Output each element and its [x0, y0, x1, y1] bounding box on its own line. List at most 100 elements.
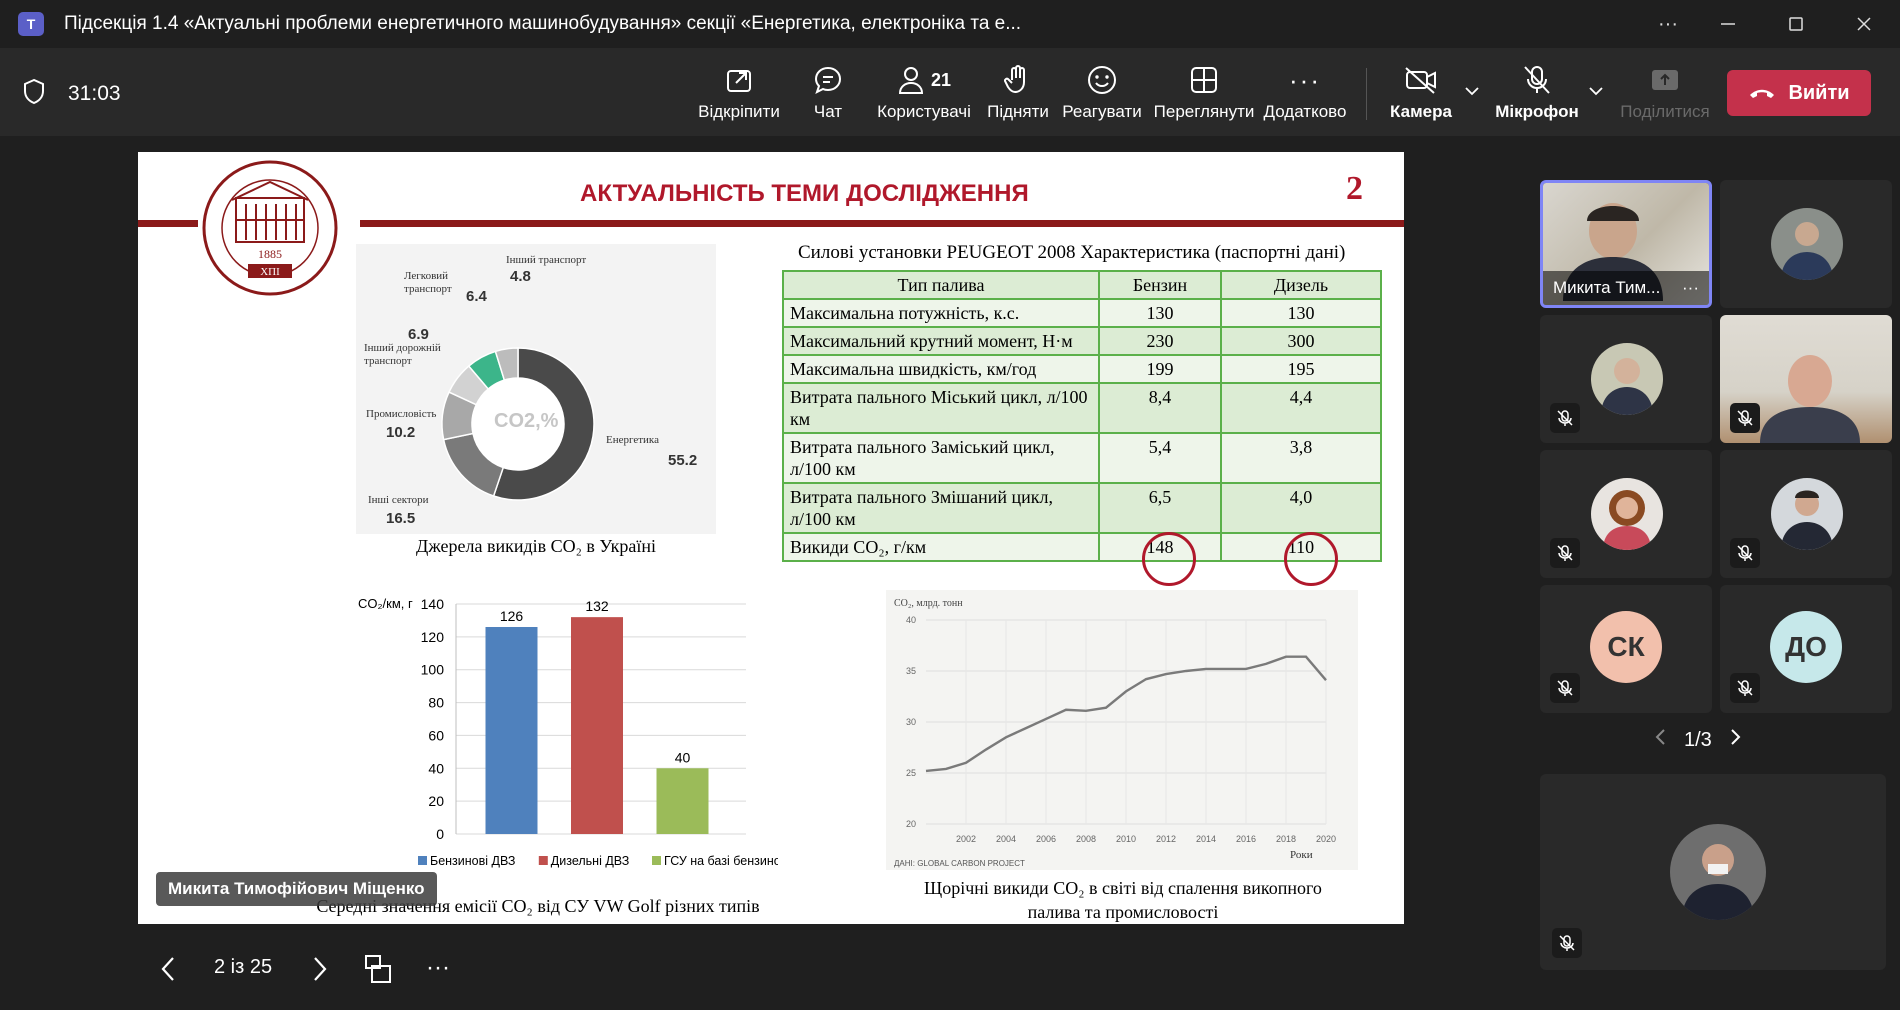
bar-ytick: 0: [436, 826, 444, 842]
pie-label: Інший транспорт: [506, 254, 587, 266]
bar-data-label: 126: [500, 608, 524, 624]
more-icon: ···: [1289, 64, 1321, 95]
table-cell: Максимальна потужність, к.с.: [782, 298, 1100, 328]
shield-icon: [24, 78, 44, 105]
window-more-button[interactable]: ···: [1658, 12, 1678, 35]
slide-counter: 2 із 25: [214, 956, 273, 978]
view-button[interactable]: Переглянути: [1152, 62, 1256, 128]
table-cell: 130: [1220, 298, 1382, 328]
avatar: [1771, 478, 1843, 550]
table-row: Витрата пального Заміський цикл, л/100 к…: [782, 432, 1382, 484]
mic-off-icon: [1730, 673, 1760, 703]
leave-button[interactable]: Вийти: [1727, 70, 1871, 116]
highlight-circle: [1284, 532, 1338, 586]
pie-label: Інші сектори: [368, 494, 429, 506]
initials-avatar: ДО: [1770, 611, 1842, 683]
participant-tile[interactable]: [1720, 180, 1892, 308]
speaker-name-tag: Микита Тимофійович Міщенко: [156, 872, 437, 906]
maximize-button[interactable]: [1776, 8, 1816, 40]
mic-off-icon: [1730, 403, 1760, 433]
microphone-button[interactable]: Мікрофон: [1494, 62, 1580, 128]
pie-label: Інший дорожній транспорт: [364, 342, 441, 367]
table-cell: 4,0: [1220, 482, 1382, 534]
table-cell: 300: [1220, 326, 1382, 356]
bar-ytick: 40: [428, 760, 444, 776]
more-button[interactable]: ··· Додатково: [1262, 62, 1348, 128]
line-ytick: 20: [906, 819, 916, 829]
chevron-left-icon[interactable]: [1654, 728, 1666, 752]
legend-label: Дизельні ДВЗ: [551, 854, 629, 868]
more-icon[interactable]: ···: [426, 954, 450, 981]
participant-tile[interactable]: [1540, 450, 1712, 578]
line-xtick: 2006: [1036, 834, 1056, 844]
pie-hole: [472, 378, 564, 470]
presenter-view-icon[interactable]: [364, 954, 392, 989]
raise-hand-icon: [1003, 62, 1033, 98]
self-view-tile[interactable]: [1540, 774, 1886, 970]
bar-ytick: 100: [421, 662, 445, 678]
participant-tile[interactable]: [1720, 315, 1892, 443]
presentation-slide: 1885 ХПІ АКТУАЛЬНІСТЬ ТЕМИ ДОСЛІДЖЕННЯ 2…: [138, 152, 1404, 924]
table-caption: Силові установки PEUGEOT 2008 Характерис…: [798, 242, 1346, 263]
pie-value: 6.9: [408, 326, 429, 343]
line-ylabel: CO₂, млрд. тонн: [894, 598, 963, 609]
people-icon: [898, 67, 923, 94]
line-svg: CO₂, млрд. тонн 20 25 30 35 40 2002 2004 2006 200…: [894, 598, 1336, 868]
previous-slide-button[interactable]: [160, 956, 176, 987]
meeting-toolbar: 31:03 Відкріпити Чат 21 Користувачі Підн…: [0, 48, 1900, 136]
share-button[interactable]: Поділитися: [1616, 62, 1714, 128]
bar-ytick: 60: [428, 727, 444, 743]
view-grid-icon: [1189, 62, 1219, 98]
hang-up-icon: [1750, 89, 1775, 98]
chat-button[interactable]: Чат: [800, 62, 856, 128]
slide-navigation: 2 із 25 ···: [0, 934, 1530, 1010]
bar-ytick: 20: [428, 793, 444, 809]
camera-options-chevron-icon[interactable]: [1464, 84, 1480, 102]
camera-button[interactable]: Камера: [1384, 62, 1458, 128]
more-icon[interactable]: ···: [1682, 278, 1699, 297]
meeting-timer: 31:03: [68, 82, 121, 105]
participant-tile[interactable]: [1720, 450, 1892, 578]
line-ytick: 35: [906, 666, 916, 676]
participant-tile[interactable]: ДО: [1720, 585, 1892, 713]
people-button[interactable]: 21 Користувачі: [874, 62, 974, 128]
pie-label: Легковий транспорт: [404, 270, 452, 295]
table-cell: 4,4: [1220, 382, 1382, 434]
bar-ytick: 80: [428, 695, 444, 711]
next-slide-button[interactable]: [312, 956, 328, 987]
unpin-icon: [724, 62, 754, 98]
pie-label: Енергетика: [606, 434, 659, 446]
golf-emissions-bar-chart: CO₂/км, г 0 20 40 60 80 100 120 140 126 132 40 Бензи…: [358, 596, 778, 868]
table-header: Тип палива: [782, 270, 1100, 300]
university-logo: 1885 ХПІ: [202, 160, 338, 296]
avatar: [1591, 343, 1663, 415]
raise-hand-button[interactable]: Підняти: [986, 62, 1050, 128]
unpin-button[interactable]: Відкріпити: [694, 62, 784, 128]
minimize-button[interactable]: [1708, 8, 1748, 40]
table-cell: Витрата пального Міський цикл, л/100 км: [782, 382, 1100, 434]
bar: [571, 617, 623, 834]
line-xtick: 2010: [1116, 834, 1136, 844]
participant-tile-pinned[interactable]: Микита Тим... ···: [1540, 180, 1712, 308]
table-row: Максимальна потужність, к.с. 130 130: [782, 298, 1382, 328]
close-button[interactable]: [1844, 8, 1884, 40]
highlight-circle: [1142, 532, 1196, 586]
mic-options-chevron-icon[interactable]: [1588, 84, 1604, 102]
pie-center-label: CO2,%: [494, 410, 559, 432]
line-caption-1: Щорічні викиди CO₂ в світі від спалення …: [924, 878, 1322, 898]
bar-ylabel: CO₂/км, г: [358, 596, 413, 611]
legend-swatch: [418, 856, 427, 865]
chevron-right-icon[interactable]: [1730, 728, 1742, 752]
window-title: Підсекція 1.4 «Актуальні проблеми енерге…: [64, 13, 1022, 34]
participant-tile[interactable]: [1540, 315, 1712, 443]
line-xtick: 2014: [1196, 834, 1216, 844]
pie-label: Промисловість: [366, 408, 437, 420]
participant-tile[interactable]: СК: [1540, 585, 1712, 713]
co2-line: [925, 655, 1327, 773]
react-button[interactable]: Реагувати: [1060, 62, 1144, 128]
legend-label: Бензинові ДВЗ: [430, 854, 515, 868]
gallery-pager: 1/3: [1654, 728, 1742, 752]
table-header: Дизель: [1220, 270, 1382, 300]
mic-off-icon: [1730, 538, 1760, 568]
line-caption-2: палива та промисловості: [1027, 902, 1219, 922]
